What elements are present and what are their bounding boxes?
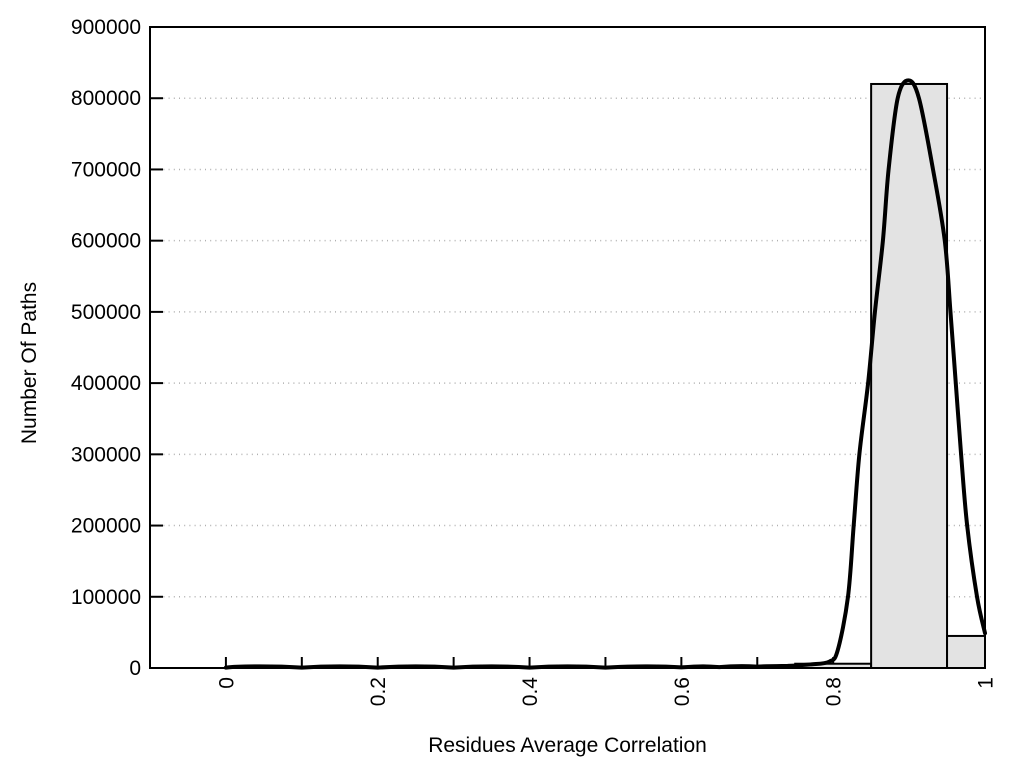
y-tick-label: 100000 — [71, 586, 141, 609]
histogram-bar — [870, 82, 949, 669]
x-tick-label: 0.2 — [367, 677, 390, 706]
y-axis-title: Number Of Paths — [18, 281, 41, 445]
y-tick-label: 500000 — [71, 301, 141, 324]
histogram-bar — [946, 634, 987, 670]
y-tick-label: 200000 — [71, 515, 141, 538]
y-tick-label: 800000 — [71, 87, 141, 110]
y-tick-label: 700000 — [71, 158, 141, 181]
x-tick-label: 0 — [215, 677, 238, 689]
y-tick-label: 400000 — [71, 372, 141, 395]
y-tick-label: 0 — [129, 657, 141, 680]
x-tick-label: 0.8 — [823, 677, 846, 706]
y-tick-label: 600000 — [71, 230, 141, 253]
x-axis-title: Residues Average Correlation — [428, 734, 707, 757]
y-tick-label: 300000 — [71, 443, 141, 466]
x-tick-label: 1 — [975, 677, 998, 689]
x-tick-label: 0.6 — [671, 677, 694, 706]
x-tick-label: 0.4 — [519, 677, 542, 707]
y-tick-label: 900000 — [71, 16, 141, 39]
plot-border — [149, 26, 986, 669]
